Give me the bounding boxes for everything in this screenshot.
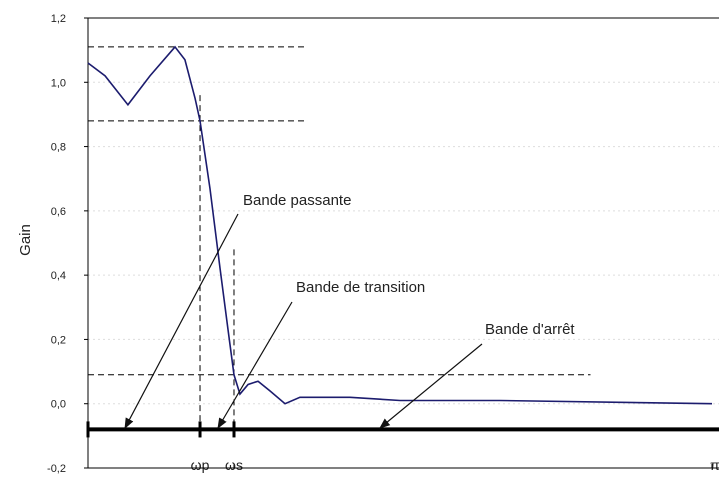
y-tick-label: 0,8 [51,142,66,154]
x-tick-label: ωp [191,457,210,473]
y-tick-label: 0,4 [51,270,66,282]
annotation: Bande d'arrêt [485,321,575,338]
y-tick-label: 1,2 [51,13,66,25]
y-tick-label: 0,0 [51,399,66,411]
y-axis-label: Gain [17,224,34,256]
annotation-arrow [124,213,239,429]
y-tick-label: -0,2 [47,463,66,475]
annotation: Bande passante [243,192,351,209]
y-tick-label: 0,2 [51,334,66,346]
plot-frame [87,17,719,469]
gain-curve [87,45,713,405]
annotation-arrow [217,301,293,429]
annotation-arrow [379,343,483,429]
y-tick-label: 0,6 [51,206,66,218]
x-tick-label: π [710,457,719,473]
x-tick-label: ωs [225,457,243,473]
annotation: Bande de transition [296,279,425,296]
y-tick-label: 1,0 [51,77,66,89]
